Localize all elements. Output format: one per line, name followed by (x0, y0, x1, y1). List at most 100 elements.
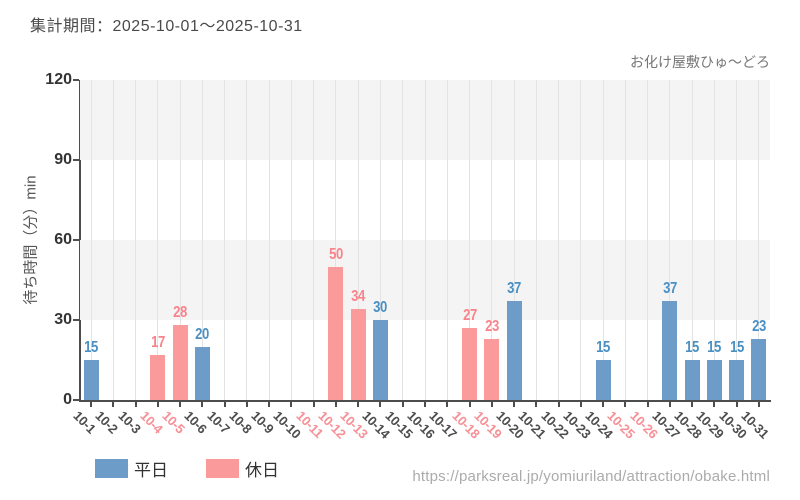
bar-value-label-10-27: 37 (662, 280, 677, 298)
gridline-10-15 (402, 80, 404, 400)
x-tick-mark-10-6 (201, 402, 204, 407)
x-tick-label-10-1: 10-1 (70, 408, 99, 437)
bar-value-label-10-6: 20 (195, 325, 210, 343)
legend-swatch-weekday (95, 459, 128, 478)
bar-value-label-10-28: 15 (685, 339, 699, 356)
x-tick-mark-10-4 (156, 402, 159, 407)
bar-10-27 (662, 301, 678, 400)
gridline-10-10 (290, 80, 292, 400)
gridline-10-22 (558, 80, 560, 400)
gridline-10-30 (736, 80, 738, 400)
y-tick-label-120: 120 (45, 71, 72, 88)
y-tick-mark-60 (73, 239, 79, 241)
bar-value-label-10-30: 15 (729, 339, 744, 356)
bar-value-label-10-14: 30 (373, 299, 388, 316)
bar-value-label-10-20: 37 (507, 280, 521, 298)
x-tick-mark-10-12 (334, 402, 337, 407)
legend-item-holiday: 休日 (206, 456, 279, 481)
x-tick-mark-10-25 (624, 402, 627, 407)
gridline-10-1 (90, 80, 92, 400)
y-tick-mark-120 (73, 79, 79, 81)
gridline-10-26 (647, 80, 649, 400)
gridline-10-31 (758, 80, 760, 400)
x-tick-mark-10-22 (557, 402, 560, 407)
x-tick-mark-10-7 (223, 402, 226, 407)
gridline-10-29 (713, 80, 715, 400)
gridline-10-8 (246, 80, 248, 400)
x-tick-mark-10-11 (312, 402, 315, 407)
bar-10-14 (372, 320, 388, 400)
gridline-10-20 (513, 80, 515, 400)
bar-10-13 (350, 309, 366, 400)
bar-10-1 (83, 360, 99, 400)
gridline-10-3 (135, 80, 137, 400)
gridline-10-6 (201, 80, 203, 400)
y-tick-mark-90 (73, 159, 79, 161)
x-tick-label-10-8: 10-8 (226, 408, 255, 437)
y-tick-label-0: 0 (63, 391, 72, 408)
legend-swatch-holiday (206, 459, 239, 478)
gridline-10-27 (669, 80, 671, 400)
y-tick-label-60: 60 (54, 231, 72, 248)
gridline-10-25 (624, 80, 626, 400)
bar-value-label-10-24: 15 (596, 339, 610, 356)
bar-value-label-10-13: 34 (351, 288, 366, 306)
bar-value-label-10-1: 15 (84, 339, 99, 356)
bar-value-label-10-31: 23 (751, 317, 766, 335)
gridline-10-17 (446, 80, 448, 400)
source-url: https://parksreal.jp/yomiuriland/attract… (412, 468, 770, 485)
x-tick-label-10-2: 10-2 (92, 408, 122, 437)
bar-10-28 (684, 360, 700, 400)
x-tick-label-10-3: 10-3 (115, 408, 144, 437)
bar-10-19 (484, 338, 500, 400)
gridline-10-13 (357, 80, 359, 400)
bar-10-6 (194, 346, 210, 400)
y-tick-label-90: 90 (54, 151, 72, 168)
x-tick-label-10-7: 10-7 (204, 408, 233, 437)
x-tick-mark-10-3 (134, 402, 137, 407)
x-tick-mark-10-20 (513, 402, 516, 407)
x-tick-label-10-4: 10-4 (137, 408, 166, 437)
x-tick-mark-10-29 (713, 402, 716, 407)
gridline-10-11 (313, 80, 315, 400)
x-tick-mark-10-10 (290, 402, 293, 407)
bar-10-29 (706, 360, 722, 400)
legend-label-holiday: 休日 (245, 461, 279, 480)
x-tick-mark-10-27 (668, 402, 671, 407)
x-tick-mark-10-26 (646, 402, 649, 407)
x-tick-mark-10-9 (268, 402, 271, 407)
bar-10-24 (595, 360, 611, 400)
y-tick-mark-30 (73, 319, 79, 321)
bar-value-label-10-5: 28 (173, 304, 188, 322)
x-tick-mark-10-31 (757, 402, 760, 407)
plot-area: 15 17 28 20 50 34 30 27 23 37 15 37 15 15 15 23 (80, 80, 770, 400)
bar-10-20 (506, 301, 522, 400)
x-tick-mark-10-18 (468, 402, 471, 407)
page-title: 集計期間：2025-10-01〜2025-10-31 (30, 18, 303, 35)
bar-10-30 (729, 360, 745, 400)
gridline-10-2 (112, 80, 114, 400)
bar-value-label-10-19: 23 (484, 317, 499, 335)
gridline-10-19 (491, 80, 493, 400)
gridline-10-23 (580, 80, 582, 400)
bar-value-label-10-18: 27 (462, 307, 477, 324)
bar-10-5 (172, 325, 188, 400)
gridline-10-28 (691, 80, 693, 400)
gridline-10-5 (179, 80, 181, 400)
bar-value-label-10-29: 15 (707, 339, 722, 356)
legend: 平日 休日 (95, 456, 279, 481)
x-tick-mark-10-24 (602, 402, 605, 407)
bar-10-18 (462, 328, 478, 400)
gridline-10-18 (469, 80, 471, 400)
x-tick-label-10-5: 10-5 (159, 408, 188, 437)
x-tick-label-10-9: 10-9 (248, 408, 278, 437)
x-tick-mark-10-21 (535, 402, 538, 407)
bar-10-31 (751, 338, 767, 400)
x-tick-mark-10-2 (112, 402, 115, 407)
x-tick-mark-10-28 (691, 402, 694, 407)
x-tick-mark-10-19 (490, 402, 493, 407)
gridline-10-16 (424, 80, 426, 400)
bar-10-12 (328, 266, 344, 400)
x-tick-mark-10-14 (379, 402, 382, 407)
x-tick-label-10-6: 10-6 (181, 408, 211, 437)
